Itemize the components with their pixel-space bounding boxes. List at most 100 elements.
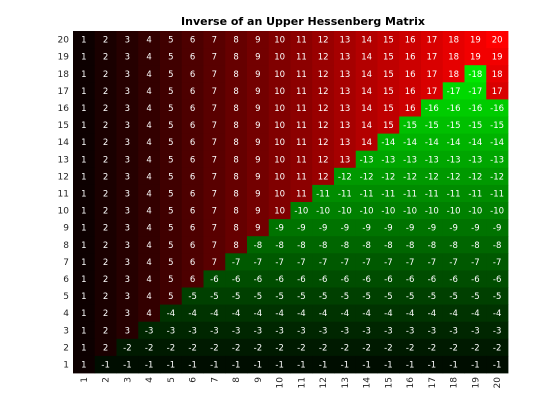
cell-value-label: -10 bbox=[403, 207, 417, 217]
cell-value-label: 16 bbox=[405, 53, 416, 63]
cell-value-label: -4 bbox=[449, 309, 457, 319]
heatmap-cell bbox=[268, 31, 291, 49]
heatmap-cell bbox=[138, 236, 161, 254]
heatmap-cell bbox=[225, 355, 248, 374]
cell-value-label: 4 bbox=[146, 70, 151, 80]
cell-value-label: -2 bbox=[384, 343, 392, 353]
cell-value-label: 15 bbox=[383, 87, 394, 97]
heatmap-cell bbox=[247, 219, 270, 237]
heatmap-cell bbox=[334, 48, 357, 66]
heatmap-cell bbox=[355, 355, 378, 374]
heatmap-cell bbox=[421, 184, 444, 203]
cell-value-label: -2 bbox=[428, 343, 436, 353]
cell-value-label: -4 bbox=[275, 309, 283, 319]
heatmap-cell bbox=[377, 287, 400, 305]
cell-value-label: 5 bbox=[168, 36, 173, 46]
cell-value-label: 17 bbox=[492, 87, 503, 97]
heatmap-cell bbox=[181, 82, 204, 100]
heatmap-cell bbox=[203, 184, 226, 203]
cell-value-label: -6 bbox=[493, 275, 501, 285]
cell-value-label: 2 bbox=[103, 155, 108, 165]
cell-value-label: -10 bbox=[490, 207, 504, 217]
cell-value-label: 7 bbox=[212, 70, 217, 80]
heatmap-cell bbox=[486, 304, 509, 323]
heatmap-cell bbox=[116, 82, 139, 100]
cell-value-label: 4 bbox=[146, 224, 151, 234]
cell-value-label: -7 bbox=[406, 258, 414, 268]
cell-value-label: 5 bbox=[168, 275, 173, 285]
heatmap-cell bbox=[138, 167, 161, 186]
heatmap-cell bbox=[73, 236, 96, 254]
heatmap-cell bbox=[399, 99, 422, 117]
heatmap-cell bbox=[94, 167, 117, 186]
heatmap-cell bbox=[464, 150, 487, 169]
cell-value-label: 10 bbox=[274, 155, 285, 165]
cell-value-label: 7 bbox=[212, 104, 217, 114]
cell-value-label: 5 bbox=[168, 189, 173, 199]
cell-value-label: 13 bbox=[339, 121, 350, 131]
cell-value-label: -2 bbox=[362, 343, 370, 353]
cell-value-label: 4 bbox=[146, 207, 151, 217]
cell-value-label: -11 bbox=[425, 189, 439, 199]
heatmap-cell bbox=[290, 31, 313, 49]
cell-value-label: 9 bbox=[255, 155, 260, 165]
cell-value-label: 13 bbox=[339, 36, 350, 46]
cell-value-label: -9 bbox=[493, 224, 501, 234]
cell-value-label: 1 bbox=[81, 207, 86, 217]
heatmap-cell bbox=[203, 48, 226, 66]
cell-value-label: -2 bbox=[471, 343, 479, 353]
cell-value-label: 9 bbox=[255, 138, 260, 148]
cell-value-label: 2 bbox=[103, 138, 108, 148]
heatmap-cell bbox=[225, 287, 248, 305]
heatmap-cell bbox=[486, 31, 509, 49]
cell-value-label: -5 bbox=[254, 292, 262, 302]
heatmap-cell bbox=[116, 219, 139, 237]
cell-value-label: 8 bbox=[233, 70, 238, 80]
heatmap-cell bbox=[399, 133, 422, 152]
heatmap-cell bbox=[160, 270, 183, 288]
heatmap-cell bbox=[377, 133, 400, 152]
cell-value-label: 3 bbox=[125, 189, 130, 199]
heatmap-cell bbox=[399, 167, 422, 186]
heatmap-cell bbox=[464, 253, 487, 271]
cell-value-label: -13 bbox=[425, 155, 439, 165]
cell-value-label: -2 bbox=[449, 343, 457, 353]
cell-value-label: -6 bbox=[210, 275, 218, 285]
heatmap-cell bbox=[225, 184, 248, 203]
cell-value-label: 2 bbox=[103, 53, 108, 63]
heatmap-cell bbox=[181, 287, 204, 305]
heatmap-cell bbox=[203, 338, 226, 357]
heatmap-cell bbox=[268, 219, 291, 237]
cell-value-label: 8 bbox=[233, 121, 238, 131]
cell-value-label: -5 bbox=[406, 292, 414, 302]
heatmap-cell bbox=[442, 31, 465, 49]
x-tick-label: 11 bbox=[297, 377, 307, 388]
heatmap-cell bbox=[225, 133, 248, 152]
cell-value-label: -4 bbox=[188, 309, 196, 319]
cell-value-label: -1 bbox=[167, 360, 175, 370]
heatmap-cell bbox=[355, 99, 378, 117]
heatmap-cell bbox=[73, 48, 96, 66]
cell-value-label: 10 bbox=[274, 36, 285, 46]
heatmap-cell bbox=[377, 167, 400, 186]
y-tick-label: 10 bbox=[58, 207, 70, 217]
cell-value-label: -9 bbox=[384, 224, 392, 234]
cell-value-label: 7 bbox=[212, 258, 217, 268]
cell-value-label: -3 bbox=[384, 326, 392, 336]
cell-value-label: 8 bbox=[233, 224, 238, 234]
cell-value-label: 1 bbox=[81, 292, 86, 302]
cell-value-label: 2 bbox=[103, 207, 108, 217]
y-tick-label: 1 bbox=[63, 360, 69, 370]
heatmap-cell bbox=[355, 82, 378, 100]
heatmap-cell bbox=[203, 321, 226, 340]
cell-value-label: -14 bbox=[381, 138, 395, 148]
heatmap-cell bbox=[268, 99, 291, 117]
cell-value-label: -12 bbox=[360, 172, 374, 182]
heatmap-cell bbox=[160, 65, 183, 83]
cell-value-label: 13 bbox=[339, 138, 350, 148]
heatmap-cell bbox=[181, 338, 204, 357]
cell-value-label: 6 bbox=[190, 275, 195, 285]
heatmap-cell bbox=[399, 116, 422, 134]
cell-value-label: -7 bbox=[254, 258, 262, 268]
